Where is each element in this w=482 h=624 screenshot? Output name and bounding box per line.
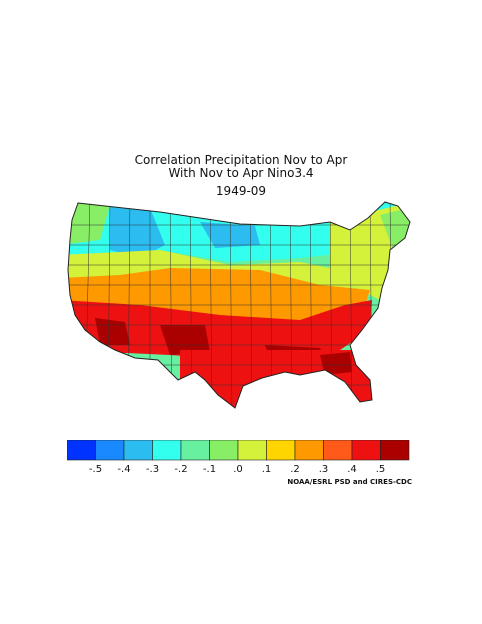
zone-georgia-darkred: [320, 352, 352, 375]
legend-tick-label: .3: [319, 464, 329, 474]
legend-swatch: [152, 440, 182, 461]
legend-tick-label: -.2: [174, 464, 187, 474]
legend-swatch: [95, 440, 125, 461]
legend-swatch: [209, 440, 239, 461]
legend-swatch: [266, 440, 296, 461]
legend-tick-label: .4: [347, 464, 357, 474]
zone-new-mexico-darkred: [160, 325, 210, 355]
legend-tick-label: .5: [376, 464, 386, 474]
legend-tick-label: -.1: [203, 464, 216, 474]
legend-swatch: [180, 440, 210, 461]
map-subtitle: With Nov to Apr Nino3.4: [168, 166, 314, 180]
credit-text: NOAA/ESRL PSD and CIRES-CDC: [287, 478, 412, 486]
legend-swatch: [351, 440, 381, 461]
legend-tick-label: .1: [262, 464, 272, 474]
color-scale-legend: -.5 -.4 -.3 -.2 -.1 .0 .1 .2 .3 .4 .5: [67, 440, 410, 474]
legend-swatch: [67, 440, 96, 461]
zone-southwest-darkred: [95, 318, 130, 345]
legend-tick-label: .0: [233, 464, 243, 474]
legend-tick-label: -.5: [89, 464, 102, 474]
legend-tick-label: -.3: [146, 464, 159, 474]
legend-swatch: [123, 440, 153, 461]
legend-tick-label: .2: [290, 464, 300, 474]
legend-swatch: [323, 440, 353, 461]
map-title: Correlation Precipitation Nov to Apr: [134, 153, 348, 167]
zone-upper-midwest-blue: [200, 222, 260, 248]
map-period: 1949-09: [215, 184, 267, 198]
legend-swatch: [294, 440, 324, 461]
legend-swatch: [380, 440, 410, 461]
county-boundaries: [68, 202, 410, 408]
legend-tick-label: -.4: [117, 464, 130, 474]
legend-swatch: [237, 440, 267, 461]
